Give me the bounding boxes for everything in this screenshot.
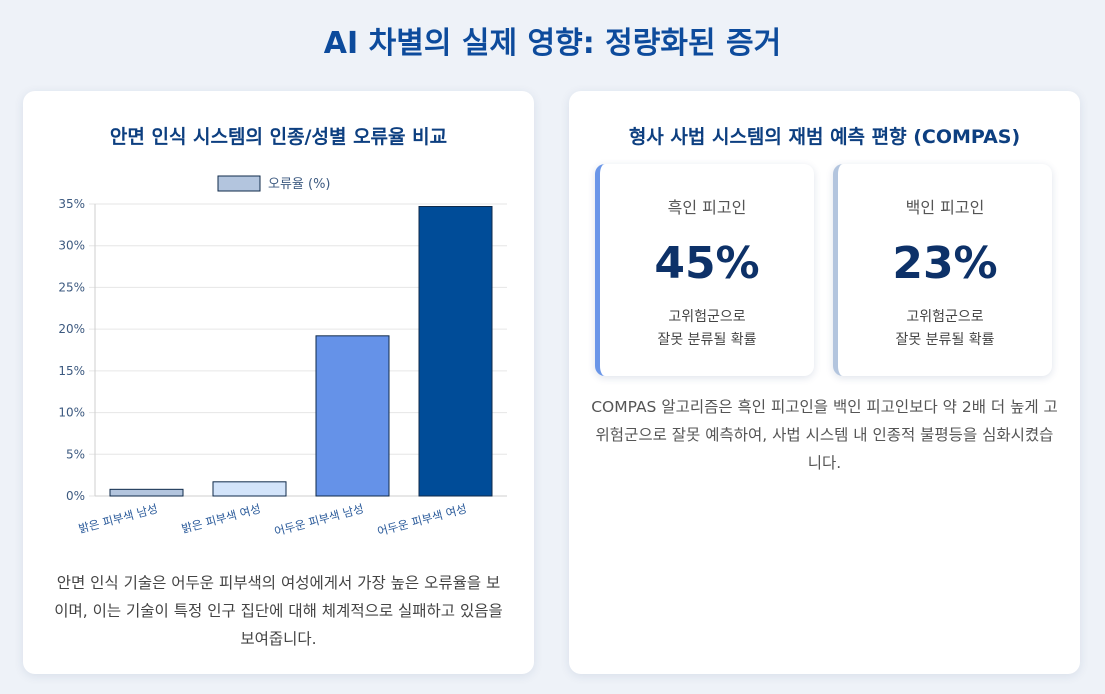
- y-tick-label: 20%: [58, 322, 85, 336]
- stat-box-white-defendants: 백인 피고인 23% 고위험군으로 잘못 분류될 확률: [833, 164, 1052, 376]
- stat-caption: 고위험군으로 잘못 분류될 확률: [600, 306, 814, 352]
- y-tick-label: 30%: [58, 239, 85, 253]
- x-tick-label: 밝은 피부색 여성: [180, 501, 262, 536]
- stat-caption-line: 잘못 분류될 확률: [657, 332, 757, 348]
- bar: [315, 335, 390, 497]
- error-rate-bar-chart: 0% 5% 10% 15% 20% 25% 30% 35% 밝은 피부색 남성 밝은 피부색 여성…: [58, 175, 507, 539]
- stat-caption: 고위험군으로 잘못 분류될 확률: [838, 306, 1052, 352]
- y-tick-label: 10%: [58, 406, 85, 420]
- stat-caption-line: 고위험군으로: [668, 309, 746, 325]
- stat-box-black-defendants: 흑인 피고인 45% 고위험군으로 잘못 분류될 확률: [595, 164, 814, 376]
- stat-caption-line: 고위험군으로: [906, 309, 984, 325]
- compas-card: 형사 사법 시스템의 재범 예측 편향 (COMPAS) 흑인 피고인 45% …: [569, 91, 1080, 674]
- stat-label: 흑인 피고인: [667, 198, 747, 217]
- x-tick-label: 밝은 피부색 남성: [77, 501, 159, 536]
- chart-card-title: 안면 인식 시스템의 인종/성별 오류율 비교: [109, 126, 448, 148]
- x-tick-label: 어두운 피부색 남성: [273, 501, 365, 538]
- legend-label: 오류율 (%): [268, 177, 331, 192]
- bar: [109, 488, 184, 497]
- page-title: AI 차별의 실제 영향: 정량화된 증거: [323, 26, 782, 61]
- stat-value: 23%: [892, 238, 998, 289]
- y-tick-label: 15%: [58, 364, 85, 378]
- y-tick-label: 35%: [58, 197, 85, 211]
- legend-swatch: [217, 175, 261, 192]
- stat-label: 백인 피고인: [905, 198, 985, 217]
- y-tick-label: 25%: [58, 280, 85, 294]
- y-tick-label: 0%: [66, 489, 85, 503]
- bar: [418, 206, 493, 497]
- bar: [212, 481, 287, 497]
- y-tick-label: 5%: [66, 447, 85, 461]
- compas-card-title: 형사 사법 시스템의 재범 예측 편향 (COMPAS): [628, 126, 1021, 148]
- chart-description: 안면 인식 기술은 어두운 피부색의 여성에게서 가장 높은 오류율을 보이며,…: [54, 574, 503, 648]
- facial-recognition-card: 안면 인식 시스템의 인종/성별 오류율 비교 0% 5% 10% 15% 20% 25%…: [23, 91, 534, 674]
- compas-description: COMPAS 알고리즘은 흑인 피고인을 백인 피고인보다 약 2배 더 높게 …: [591, 398, 1058, 472]
- stat-caption-line: 잘못 분류될 확률: [895, 332, 995, 348]
- stat-value: 45%: [654, 238, 760, 289]
- x-tick-label: 어두운 피부색 여성: [376, 501, 468, 538]
